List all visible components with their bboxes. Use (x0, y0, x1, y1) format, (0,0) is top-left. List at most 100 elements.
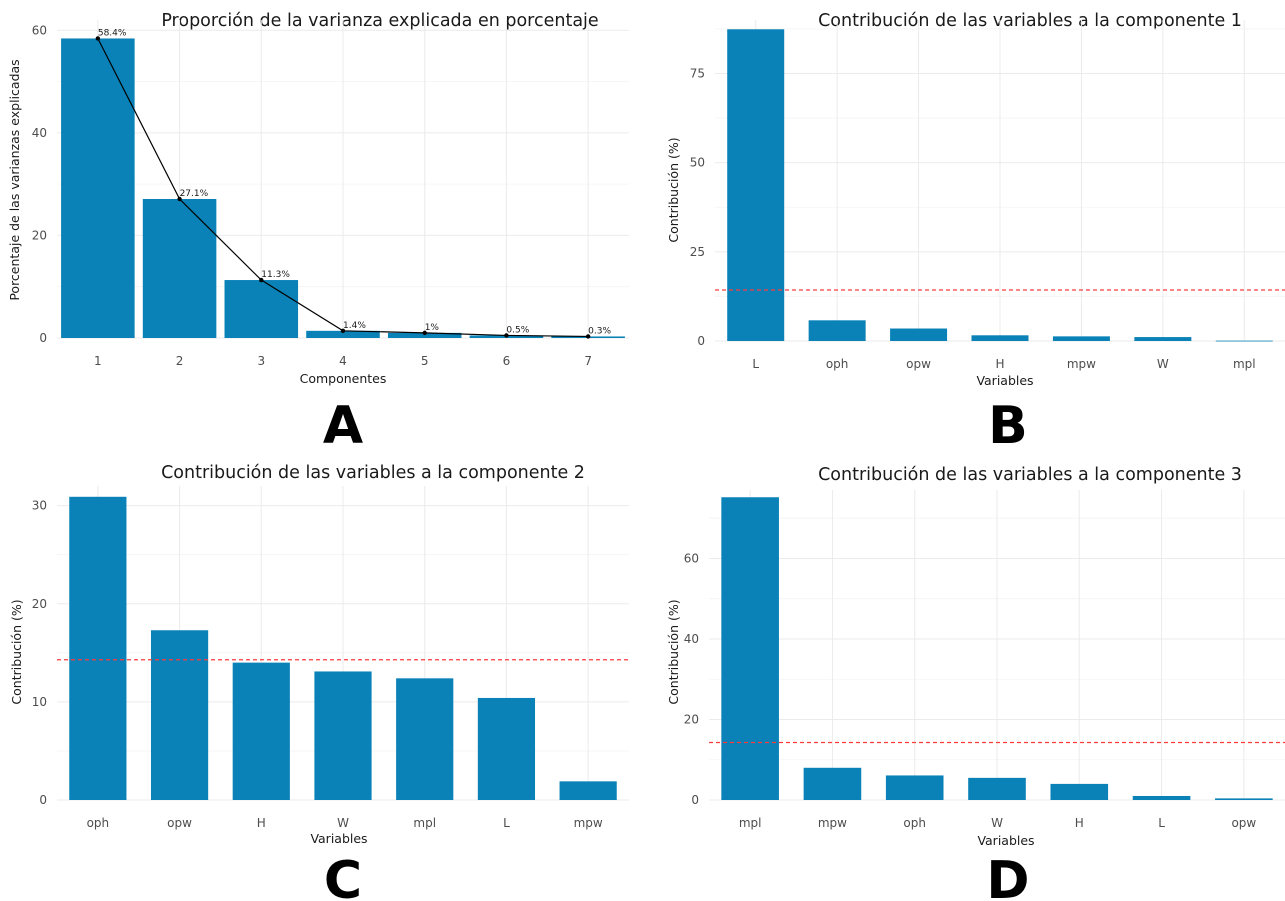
data-label: 11.3% (261, 270, 290, 280)
data-label: 1% (425, 323, 440, 333)
trend-point (177, 196, 182, 202)
data-label: 0.3% (588, 326, 611, 336)
panel-letter-b: B (988, 396, 1028, 456)
trend-point (95, 36, 101, 41)
y-tick-label: 75 (690, 67, 705, 81)
y-axis-label: Contribución (%) (666, 599, 681, 704)
data-label: 0.5% (506, 325, 529, 335)
chart-c: Contribución de las variables a la compo… (9, 463, 629, 901)
data-label: 1.4% (343, 321, 366, 331)
bar (727, 29, 785, 341)
x-tick-label: 5 (421, 354, 429, 368)
x-axis-label: Variables (310, 831, 367, 846)
x-tick-label: W (1157, 357, 1169, 371)
x-tick-label: 1 (94, 354, 102, 368)
chart-a: Proporción de la varianza explicada en p… (7, 11, 629, 456)
bar (890, 328, 948, 341)
data-label: 27.1% (180, 189, 209, 199)
bar (559, 781, 617, 800)
x-tick-label: oph (903, 816, 926, 830)
y-tick-label: 20 (32, 597, 47, 611)
chart-d: Contribución de las variables a la compo… (666, 465, 1285, 901)
y-tick-label: 0 (697, 334, 705, 348)
x-axis-label: Variables (976, 373, 1033, 388)
x-tick-label: H (995, 357, 1004, 371)
bar (971, 335, 1029, 341)
bar (808, 320, 866, 341)
x-tick-label: mpl (413, 816, 436, 830)
bar (1132, 795, 1191, 800)
y-tick-label: 60 (684, 551, 699, 565)
trend-point (422, 330, 427, 336)
bar (885, 775, 944, 800)
x-tick-label: W (991, 816, 1003, 830)
chart-title: Proporción de la varianza explicada en p… (161, 11, 598, 31)
trend-point (340, 328, 346, 334)
x-tick-label: L (752, 357, 759, 371)
bar (142, 199, 217, 338)
x-tick-label: W (337, 816, 349, 830)
bar (396, 678, 454, 800)
y-tick-label: 50 (690, 156, 705, 170)
panel-letter-a: A (323, 396, 363, 456)
x-tick-label: mpl (1233, 357, 1256, 371)
y-tick-label: 60 (32, 23, 47, 37)
y-axis-label: Porcentaje de las varianzas explicadas (7, 59, 22, 300)
trend-point (585, 334, 591, 339)
plot-area: 0 20 40 60 1 2 3 4 5 6 7 58.4% 27.1% 11.3% 1.4% 1% 0.5% 0… (32, 20, 629, 368)
y-tick-label: 0 (39, 331, 47, 345)
panel-letter-c: C (324, 851, 362, 901)
y-axis-label: Contribución (%) (9, 599, 24, 704)
x-tick-label: opw (906, 357, 931, 371)
y-tick-label: 10 (32, 695, 47, 709)
y-tick-label: 40 (684, 632, 699, 646)
y-tick-label: 40 (32, 126, 47, 140)
trend-point (259, 277, 264, 283)
x-tick-label: opw (167, 816, 192, 830)
bar (69, 496, 127, 800)
bar (387, 332, 462, 338)
x-tick-label: L (503, 816, 510, 830)
x-tick-label: opw (1231, 816, 1256, 830)
bar (150, 630, 209, 800)
bar (224, 280, 299, 338)
bar (61, 38, 135, 339)
y-tick-label: 0 (39, 793, 47, 807)
x-axis-label: Variables (977, 833, 1034, 848)
bar (477, 697, 536, 800)
panel-d: Contribución de las variables a la compo… (640, 450, 1285, 901)
bar (1050, 783, 1109, 800)
panel-c: Contribución de las variables a la compo… (0, 450, 640, 901)
bar (306, 330, 380, 338)
bar (1052, 336, 1110, 341)
data-label: 58.4% (98, 28, 127, 38)
x-tick-label: 4 (339, 354, 347, 368)
x-axis-label: Componentes (300, 371, 387, 386)
bar (232, 662, 290, 800)
x-tick-label: mpw (574, 816, 603, 830)
x-tick-label: L (1158, 816, 1165, 830)
x-tick-label: oph (87, 816, 110, 830)
x-tick-label: mpl (739, 816, 762, 830)
y-tick-label: 20 (32, 228, 47, 242)
x-tick-label: 2 (176, 354, 184, 368)
chart-b: Contribución de las variables a la compo… (666, 11, 1285, 456)
chart-title: Contribución de las variables a la compo… (818, 465, 1242, 485)
bar (968, 777, 1026, 800)
panel-b: Contribución de las variables a la compo… (640, 0, 1285, 456)
y-tick-label: 0 (691, 793, 699, 807)
chart-title: Contribución de las variables a la compo… (818, 11, 1242, 31)
bar (314, 671, 372, 800)
bar (1134, 337, 1192, 341)
x-tick-label: mpw (818, 816, 847, 830)
y-tick-label: 25 (690, 245, 705, 259)
x-tick-label: 6 (503, 354, 511, 368)
x-tick-label: H (257, 816, 266, 830)
bar (1215, 340, 1273, 342)
bar (803, 767, 862, 800)
bar (721, 497, 779, 800)
chart-title: Contribución de las variables a la compo… (161, 463, 585, 483)
